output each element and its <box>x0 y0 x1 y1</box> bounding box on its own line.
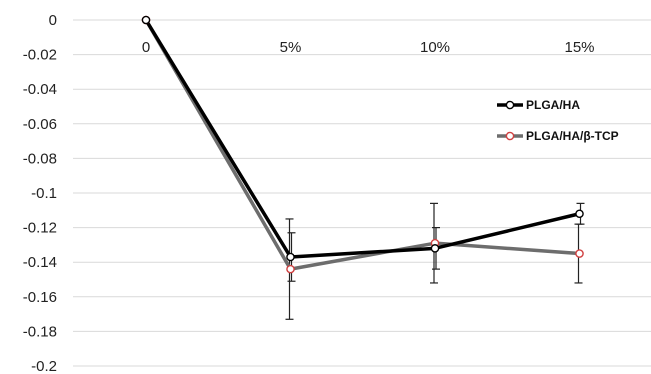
y-axis-tick-labels: 0 -0.02 -0.04 -0.06 -0.08 -0.1 -0.12 -0.14 -0.16… <box>23 12 57 374</box>
series-line-0 <box>144 19 580 259</box>
gridlines <box>73 19 651 367</box>
x-tick-label: 0 <box>142 39 150 56</box>
data-point-s1-3 <box>575 249 584 258</box>
y-tick-label: -0.04 <box>23 81 57 98</box>
data-points <box>141 15 584 274</box>
y-tick-label: -0.12 <box>23 220 57 237</box>
y-tick-label: 0 <box>49 12 57 29</box>
y-tick-label: -0.02 <box>23 47 57 64</box>
data-point-s0-2 <box>430 244 440 253</box>
series-lines <box>144 19 580 271</box>
y-tick-label: -0.18 <box>23 323 57 340</box>
legend-label-plga-ha: PLGA/HA <box>526 98 580 112</box>
x-tick-label: 15% <box>564 39 594 56</box>
legend-entry-plga-ha-b-tcp: PLGA/HA/β-TCP <box>497 129 619 143</box>
y-tick-label: -0.1 <box>31 185 57 202</box>
data-point-s0-0 <box>141 15 151 25</box>
y-tick-label: -0.16 <box>23 289 57 306</box>
x-tick-label: 5% <box>280 39 302 56</box>
legend-label-plga-ha-b-tcp: PLGA/HA/β-TCP <box>526 129 619 143</box>
data-point-s0-1 <box>286 252 295 262</box>
x-axis-tick-labels: 0 5% 10% 15% <box>142 39 595 56</box>
data-point-s0-3 <box>575 209 584 219</box>
data-point-s1-1 <box>286 264 295 274</box>
legend-marker-plga-ha-b-tcp <box>505 131 515 141</box>
legend-entry-plga-ha: PLGA/HA <box>497 98 580 112</box>
legend: PLGA/HA PLGA/HA/β-TCP <box>497 98 619 143</box>
x-tick-label: 10% <box>420 39 450 56</box>
series-line-1 <box>144 19 580 271</box>
y-tick-label: -0.08 <box>23 150 57 167</box>
y-tick-label: -0.14 <box>23 254 57 271</box>
y-tick-label: -0.2 <box>31 358 57 374</box>
y-tick-label: -0.06 <box>23 116 57 133</box>
legend-marker-plga-ha <box>505 100 515 110</box>
